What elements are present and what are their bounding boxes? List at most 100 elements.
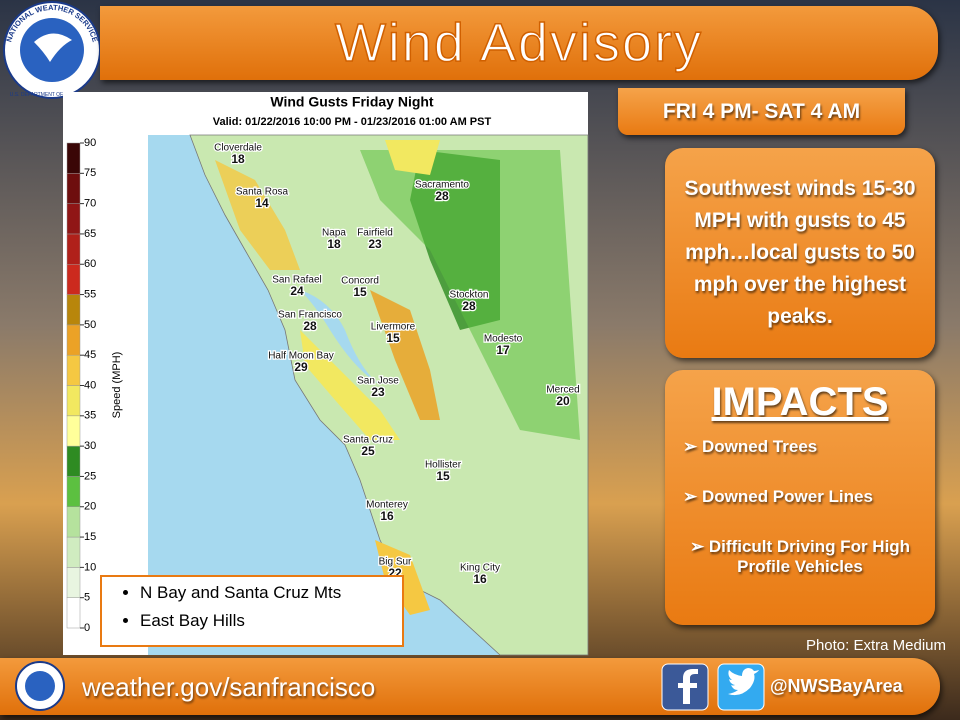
city-name: Sacramento	[415, 180, 469, 191]
city-name: Merced	[546, 385, 579, 396]
legend-band	[66, 264, 81, 295]
legend-tick-label: 15	[84, 531, 96, 543]
city-gust: 15	[436, 469, 450, 483]
city-name: Concord	[341, 276, 379, 287]
footer-icons	[15, 661, 765, 711]
city-name: Santa Rosa	[236, 187, 289, 198]
legend-band	[66, 233, 81, 265]
city-gust: 18	[231, 152, 245, 166]
city-gust: 24	[290, 284, 304, 298]
city-gust: 29	[294, 360, 308, 374]
legend-band	[66, 597, 81, 629]
city-name: Livermore	[371, 322, 416, 333]
highlight-list: N Bay and Santa Cruz Mts East Bay Hills	[102, 583, 402, 631]
legend-tick-label: 70	[84, 198, 96, 210]
city-name: Hollister	[425, 460, 462, 471]
description: Southwest winds 15-30 MPH with gusts to …	[665, 148, 935, 358]
logo-subtext: U.S. DEPARTMENT OF COMMERCE	[10, 92, 95, 98]
city-gust: 20	[556, 394, 570, 408]
legend-band	[66, 354, 81, 386]
title: Wind Advisory	[334, 12, 704, 74]
logo-cloud	[34, 33, 72, 62]
legend-tick-label: 60	[84, 258, 96, 270]
footer: weather.gov/sanfrancisco @NWSBayArea	[0, 658, 940, 715]
city-name: Big Sur	[379, 557, 412, 568]
legend-tick-label: 45	[84, 349, 96, 361]
city-name: Fairfield	[357, 228, 393, 239]
highlight-area: N Bay and Santa Cruz Mts	[140, 583, 402, 603]
legend-band	[66, 567, 81, 598]
legend-band	[66, 415, 81, 447]
legend-tick-label: 5	[84, 592, 90, 604]
gust-patch	[215, 160, 300, 270]
impact-item: Difficult Driving For High Profile Vehic…	[675, 537, 925, 577]
impacts-heading: IMPACTS	[711, 380, 889, 424]
photo-credit: Photo: Extra Medium	[805, 637, 946, 654]
city-name: San Francisco	[278, 310, 342, 321]
legend-tick-label: 20	[84, 501, 96, 513]
facebook-glyph	[678, 669, 698, 704]
legend-band	[66, 506, 81, 538]
legend-tick-label: 65	[84, 228, 96, 240]
city-gust: 28	[462, 299, 476, 313]
footer-logo-inner	[25, 671, 55, 701]
city-name: Santa Cruz	[343, 435, 393, 446]
legend-band	[66, 476, 81, 507]
city-gust: 25	[361, 444, 375, 458]
legend-band	[66, 324, 81, 356]
twitter-glyph	[728, 668, 759, 696]
legend-tick-label: 30	[84, 440, 96, 452]
highlight-area: East Bay Hills	[140, 611, 402, 631]
city-name: Half Moon Bay	[268, 351, 334, 362]
time-range: FRI 4 PM- SAT 4 AM	[618, 88, 905, 135]
city-name: King City	[460, 563, 500, 574]
city-gust: 18	[327, 237, 341, 251]
city-gust: 14	[255, 196, 269, 210]
gust-patch	[385, 140, 440, 175]
gust-patch	[370, 290, 440, 420]
legend-tick-label: 50	[84, 319, 96, 331]
legend-band	[66, 445, 81, 477]
city-gust: 15	[386, 331, 400, 345]
city-gust: 16	[380, 509, 394, 523]
legend-tick-label: 25	[84, 470, 96, 482]
city-gust: 15	[353, 285, 367, 299]
legend-band	[66, 203, 81, 235]
legend-band	[66, 385, 81, 417]
legend-tick-label: 90	[84, 137, 96, 149]
impact-item: Downed Power Lines	[675, 487, 925, 507]
bay	[300, 290, 380, 385]
city-name: San Rafael	[272, 275, 321, 286]
city-gust: 23	[371, 385, 385, 399]
legend-tick-label: 35	[84, 410, 96, 422]
city-name: Stockton	[450, 290, 489, 301]
city-gust: 23	[368, 237, 382, 251]
map-subtitle: Valid: 01/22/2016 10:00 PM - 01/23/2016 …	[213, 116, 492, 128]
legend-band	[66, 142, 81, 174]
city-gust: 17	[496, 343, 510, 357]
impact-item: Downed Trees	[675, 437, 925, 457]
impacts-box: IMPACTS Downed Trees Downed Power Lines Di…	[665, 370, 935, 625]
city-name: Napa	[322, 228, 346, 239]
title-banner: Wind Advisory	[100, 6, 938, 80]
legend-tick-label: 0	[84, 622, 90, 634]
gust-patch	[300, 330, 400, 440]
legend-band	[66, 294, 81, 326]
legend-tick-label: 55	[84, 288, 96, 300]
city-gust: 16	[473, 572, 487, 586]
map-title: Wind Gusts Friday Night	[270, 94, 434, 110]
highlight-box: N Bay and Santa Cruz Mts East Bay Hills	[100, 575, 404, 647]
legend-label: Speed (MPH)	[111, 352, 123, 419]
city-gust: 28	[435, 189, 449, 203]
impacts-list: Downed Trees Downed Power Lines Difficult …	[665, 437, 935, 577]
social-handle[interactable]: @NWSBayArea	[770, 676, 903, 696]
city-name: Monterey	[366, 500, 408, 511]
legend-tick-label: 75	[84, 167, 96, 179]
legend-tick-label: 10	[84, 561, 96, 573]
city-name: San Jose	[357, 376, 399, 387]
legend-tick-label: 40	[84, 379, 96, 391]
city-name: Modesto	[484, 334, 523, 345]
website[interactable]: weather.gov/sanfrancisco	[82, 672, 376, 702]
legend-band	[66, 173, 81, 204]
